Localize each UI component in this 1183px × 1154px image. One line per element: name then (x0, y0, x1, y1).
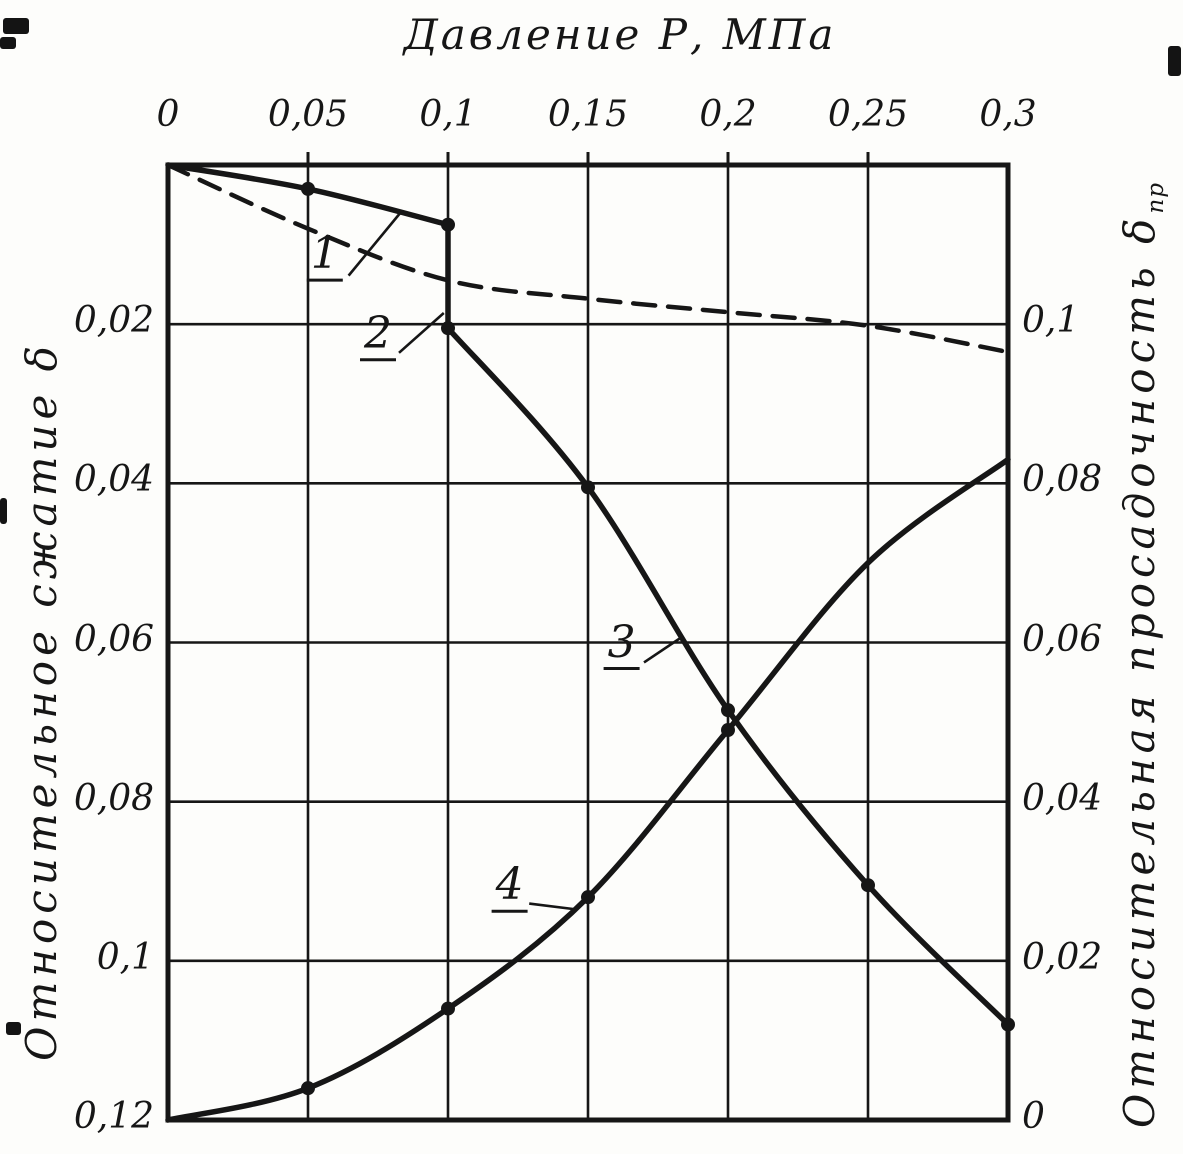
scan-artifact (3, 18, 29, 34)
x-axis-title: Давление Р, МПа (403, 10, 837, 59)
x-tick-label: 0,2 (699, 94, 757, 135)
curve-label-2: 2 (364, 307, 392, 359)
scan-artifact (6, 1022, 21, 1035)
y-right-tick-label: 0,08 (1022, 459, 1103, 501)
curve-3-post-collapse-compression-marker (1001, 1017, 1015, 1032)
curve-label-1: 1 (310, 228, 339, 280)
curve-3-post-collapse-compression-marker (581, 480, 595, 495)
curve-4-relative-collapsibility-marker (581, 890, 595, 905)
x-tick-label: 0,05 (267, 94, 349, 135)
y-right-tick-label: 0,1 (1022, 300, 1080, 342)
curve-label-leader (529, 902, 575, 911)
y-left-tick-label: 0,08 (73, 777, 154, 819)
y-left-axis-title: Относительное сжатие δ (17, 341, 66, 1061)
x-tick-label: 0 (156, 94, 180, 135)
y-left-tick-label: 0,02 (73, 300, 154, 342)
curve-label-4: 4 (495, 859, 524, 911)
x-tick-label: 0,1 (419, 94, 477, 135)
y-right-axis-title-subscript: пр (1143, 181, 1170, 214)
y-right-tick-label: 0,04 (1022, 777, 1103, 819)
y-left-tick-label: 0,1 (96, 936, 154, 978)
y-right-tick-label: 0 (1022, 1096, 1045, 1137)
y-left-tick-label: 0,12 (73, 1096, 154, 1137)
curve-label-leader (643, 635, 684, 664)
curve-label-3: 3 (607, 616, 636, 668)
curve-label-leader (347, 211, 402, 277)
curve-4-relative-collapsibility-marker (301, 1081, 315, 1096)
curve-4-relative-collapsibility-marker (441, 1001, 455, 1016)
curve-3-post-collapse-compression-marker (721, 703, 735, 718)
curve-1-natural-compression-marker (301, 181, 315, 196)
scan-artifact (1168, 46, 1181, 76)
scan-artifact (0, 37, 16, 49)
x-tick-label: 0,15 (547, 94, 629, 135)
curve-4-relative-collapsibility-marker (721, 723, 735, 738)
curve-3-post-collapse-compression-marker (861, 878, 875, 893)
curve-2-wetted-compression (165, 162, 1011, 355)
y-left-tick-label: 0,06 (73, 618, 154, 660)
scan-artifact (0, 498, 7, 524)
plot-border (165, 162, 1011, 1123)
x-tick-label: 0,25 (827, 94, 909, 135)
y-left-tick-label: 0,04 (73, 459, 154, 501)
y-right-axis-title-text: Относительная просадочность δ (1115, 213, 1164, 1129)
y-right-tick-label: 0,06 (1022, 618, 1103, 660)
x-tick-label: 0,3 (979, 94, 1037, 135)
curve-label-leader (398, 312, 445, 354)
y-right-tick-label: 0,02 (1022, 936, 1103, 978)
